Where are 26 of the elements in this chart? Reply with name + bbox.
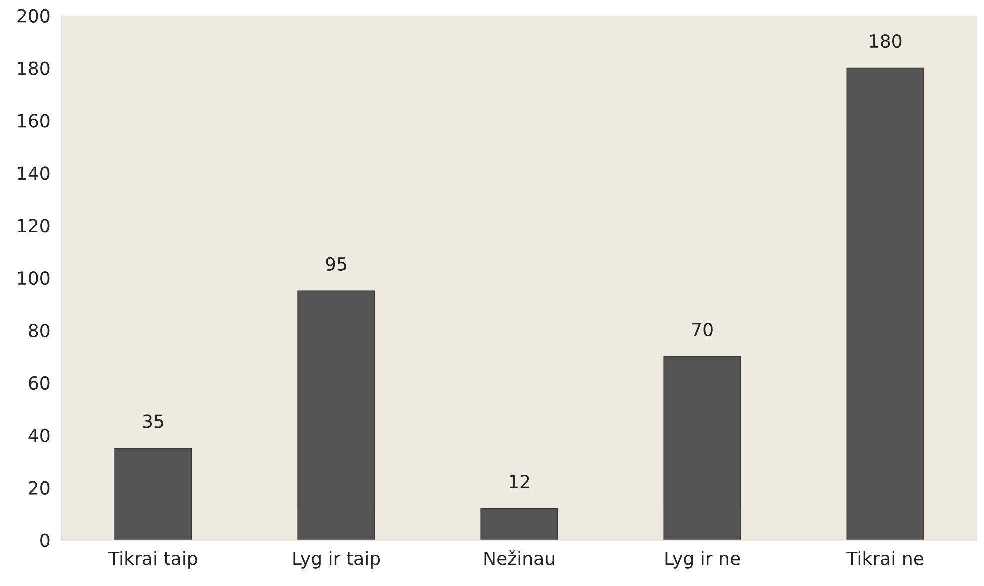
- x-tick-label: Lyg ir taip: [294, 551, 380, 569]
- y-tick-label: 140: [18, 166, 50, 180]
- bar: [664, 356, 742, 540]
- data-label: 12: [510, 475, 530, 488]
- y-tick-label: 100: [18, 272, 50, 286]
- y-tick-label: 60: [29, 376, 50, 390]
- data-label: 35: [143, 414, 164, 428]
- bar: [480, 508, 558, 540]
- y-tick-label: 180: [18, 62, 50, 76]
- y-tick-label: 160: [18, 114, 50, 128]
- x-tick-label: Tikrai taip: [108, 551, 198, 569]
- y-tick-label: 40: [28, 428, 50, 443]
- y-tick-label: 20: [29, 481, 50, 495]
- data-label: 70: [692, 322, 713, 337]
- bar: [298, 290, 376, 540]
- data-label: 180: [870, 34, 902, 48]
- y-tick-label: 200: [18, 9, 50, 23]
- x-tick-label: Lyg ir ne: [666, 551, 740, 569]
- data-label: 95: [326, 257, 346, 272]
- x-tick-label: Nežinau: [484, 550, 554, 566]
- y-tick-label: 0: [40, 534, 50, 548]
- bar: [114, 448, 192, 540]
- y-tick-label: 80: [29, 324, 50, 338]
- bar: [846, 68, 924, 540]
- y-tick-label: 120: [18, 219, 50, 233]
- x-tick-label: Tikrai ne: [846, 551, 924, 566]
